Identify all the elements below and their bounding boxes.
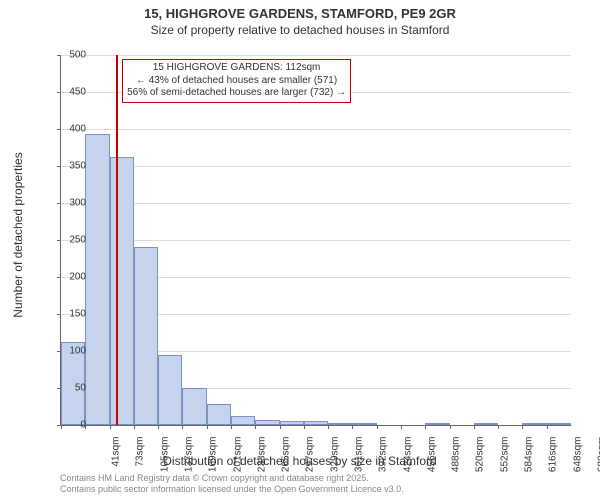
histogram-bar [255, 420, 279, 425]
annotation-box: 15 HIGHGROVE GARDENS: 112sqm← 43% of det… [122, 59, 351, 103]
x-tick-mark [110, 425, 111, 429]
x-tick-label: 265sqm [281, 437, 292, 477]
y-tick-label: 50 [56, 383, 86, 394]
histogram-bar [328, 423, 352, 425]
y-tick-label: 500 [56, 50, 86, 61]
histogram-bar [425, 423, 449, 425]
x-tick-label: 680sqm [596, 437, 600, 477]
histogram-bar [474, 423, 498, 425]
x-tick-label: 424sqm [402, 437, 413, 477]
x-tick-label: 616sqm [548, 437, 559, 477]
grid-line [61, 55, 571, 56]
x-tick-mark [401, 425, 402, 429]
histogram-bar [547, 423, 571, 425]
y-tick-label: 250 [56, 235, 86, 246]
x-tick-mark [304, 425, 305, 429]
x-tick-mark [450, 425, 451, 429]
x-tick-mark [182, 425, 183, 429]
histogram-bar [85, 134, 109, 425]
x-tick-label: 361sqm [354, 437, 365, 477]
histogram-bar [110, 157, 134, 425]
x-tick-label: 41sqm [111, 437, 122, 477]
x-tick-label: 488sqm [451, 437, 462, 477]
footer-line-2: Contains public sector information licen… [60, 484, 404, 496]
x-tick-label: 137sqm [184, 437, 195, 477]
chart-container: 15, HIGHGROVE GARDENS, STAMFORD, PE9 2GR… [0, 0, 600, 500]
x-tick-mark [377, 425, 378, 429]
annotation-line: 15 HIGHGROVE GARDENS: 112sqm [127, 62, 346, 75]
x-tick-label: 648sqm [572, 437, 583, 477]
x-tick-label: 520sqm [475, 437, 486, 477]
x-tick-mark [207, 425, 208, 429]
histogram-bar [207, 404, 231, 425]
y-tick-label: 400 [56, 124, 86, 135]
annotation-line: ← 43% of detached houses are smaller (57… [127, 75, 346, 88]
x-tick-label: 456sqm [426, 437, 437, 477]
y-tick-label: 150 [56, 309, 86, 320]
x-tick-mark [522, 425, 523, 429]
grid-line [61, 129, 571, 130]
marker-line [116, 55, 118, 425]
histogram-bar [280, 421, 304, 425]
histogram-bar [134, 247, 158, 425]
histogram-bar [304, 421, 328, 425]
x-tick-mark [255, 425, 256, 429]
histogram-bar [352, 423, 376, 425]
histogram-bar [522, 423, 546, 425]
x-tick-mark [134, 425, 135, 429]
x-tick-mark [498, 425, 499, 429]
histogram-bar [231, 416, 255, 425]
chart-title: 15, HIGHGROVE GARDENS, STAMFORD, PE9 2GR [0, 0, 600, 23]
x-tick-label: 105sqm [159, 437, 170, 477]
x-tick-label: 392sqm [378, 437, 389, 477]
x-tick-mark [547, 425, 548, 429]
y-tick-label: 100 [56, 346, 86, 357]
x-tick-label: 169sqm [208, 437, 219, 477]
x-tick-label: 297sqm [305, 437, 316, 477]
y-tick-label: 200 [56, 272, 86, 283]
y-tick-label: 0 [56, 420, 86, 431]
annotation-line: 56% of semi-detached houses are larger (… [127, 87, 346, 100]
histogram-bar [182, 388, 206, 425]
x-tick-mark [280, 425, 281, 429]
x-tick-mark [425, 425, 426, 429]
x-tick-label: 329sqm [329, 437, 340, 477]
y-tick-label: 300 [56, 198, 86, 209]
x-tick-label: 552sqm [499, 437, 510, 477]
histogram-bar [158, 355, 182, 425]
x-tick-mark [158, 425, 159, 429]
plot-area: 15 HIGHGROVE GARDENS: 112sqm← 43% of det… [60, 55, 571, 426]
grid-line [61, 166, 571, 167]
y-tick-label: 450 [56, 87, 86, 98]
x-tick-label: 73sqm [135, 437, 146, 477]
grid-line [61, 203, 571, 204]
x-tick-mark [352, 425, 353, 429]
x-tick-mark [231, 425, 232, 429]
x-tick-label: 233sqm [256, 437, 267, 477]
x-tick-mark [474, 425, 475, 429]
x-tick-label: 584sqm [524, 437, 535, 477]
y-tick-label: 350 [56, 161, 86, 172]
y-axis-label: Number of detached properties [11, 152, 25, 317]
x-tick-label: 201sqm [232, 437, 243, 477]
x-tick-mark [328, 425, 329, 429]
chart-subtitle: Size of property relative to detached ho… [0, 23, 600, 37]
grid-line [61, 240, 571, 241]
